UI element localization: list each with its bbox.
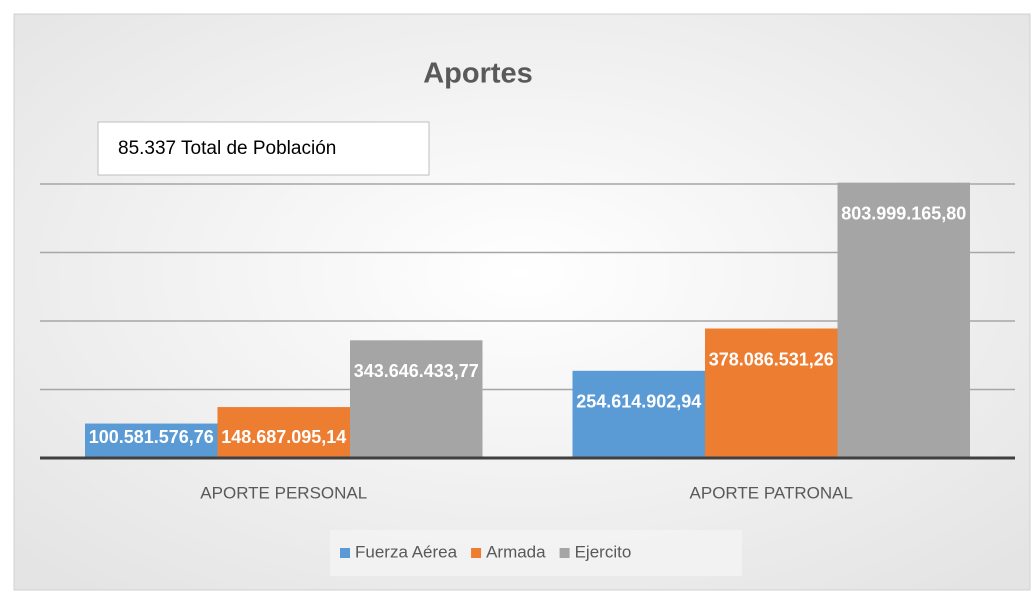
annotation-box (97, 121, 430, 176)
x-tick-label: APORTE PERSONAL (200, 483, 367, 502)
bar (837, 182, 970, 458)
bar (705, 328, 838, 458)
bar (572, 370, 705, 458)
data-label: 803.999.165,80 (841, 203, 966, 223)
legend-swatch (340, 548, 350, 558)
legend-swatch (471, 548, 482, 558)
legend-label: Fuerza Aérea (355, 542, 458, 561)
bar (217, 407, 350, 458)
data-label: 148.687.095,14 (221, 427, 346, 447)
legend-label: Armada (486, 542, 546, 561)
legend-label: Ejercito (575, 542, 632, 561)
data-label: 343.646.433,77 (354, 361, 479, 381)
bar (350, 340, 483, 458)
data-label: 378.086.531,26 (709, 349, 834, 369)
x-tick-label: APORTE PATRONAL (690, 483, 853, 502)
annotation: 85.337 Total de Población (118, 138, 336, 159)
bar (85, 423, 218, 458)
data-label: 100.581.576,76 (89, 427, 214, 447)
data-label: 254.614.902,94 (576, 392, 701, 412)
chart-title: Aportes (423, 58, 533, 90)
legend-box (330, 530, 742, 576)
legend-swatch (559, 548, 570, 558)
